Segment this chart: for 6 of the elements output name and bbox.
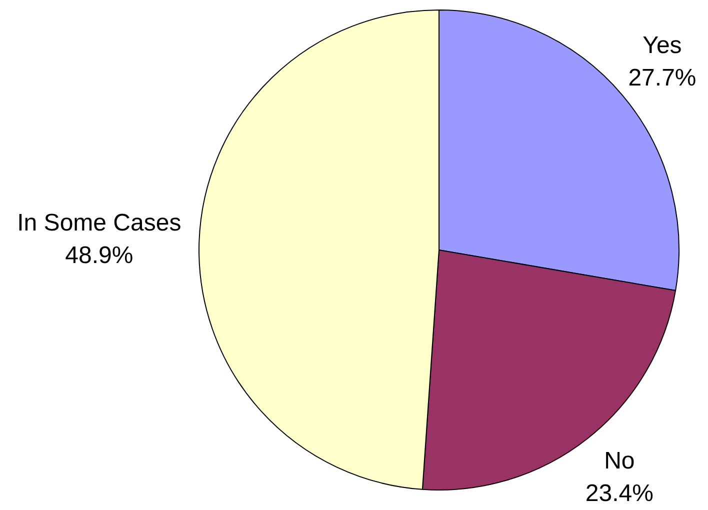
data-label: 48.9% [65, 242, 134, 269]
data-label: 23.4% [585, 480, 654, 508]
slice-label: In Some Cases [17, 209, 182, 236]
data-label: 27.7% [628, 64, 696, 92]
slice-label: No [604, 448, 635, 475]
slice-label: Yes [642, 32, 682, 60]
